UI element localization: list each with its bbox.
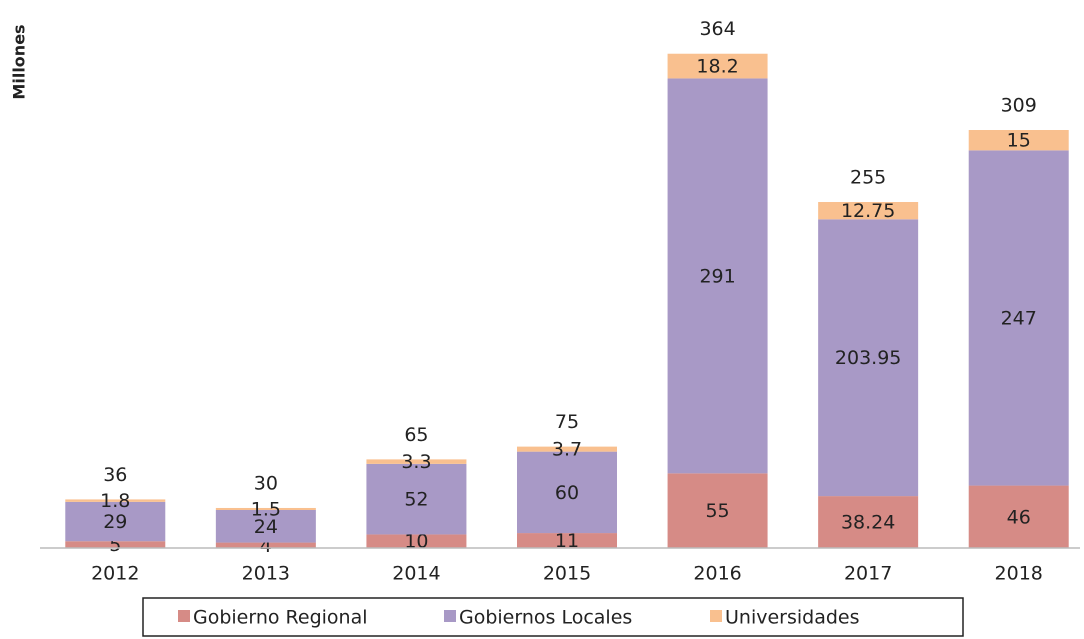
value-label: 247 (1001, 307, 1037, 329)
x-tick-label: 2016 (693, 563, 741, 585)
bar-segment (65, 541, 166, 548)
total-label: 30 (254, 472, 278, 494)
value-label: 3.3 (401, 451, 431, 473)
bar-segment (366, 534, 467, 548)
value-label: 12.75 (841, 200, 895, 222)
bar-segment (65, 499, 166, 502)
legend-swatch (710, 610, 722, 622)
value-label: 55 (705, 500, 729, 522)
value-label: 18.2 (696, 56, 738, 78)
bar-segment (667, 473, 768, 548)
x-tick-label: 2017 (844, 563, 892, 585)
total-label: 75 (555, 411, 579, 433)
legend-swatch (178, 610, 190, 622)
x-tick-label: 2013 (242, 563, 290, 585)
value-label: 1.8 (100, 490, 130, 512)
total-label: 36 (103, 464, 127, 486)
value-label: 60 (555, 482, 579, 504)
bar-segment (818, 496, 919, 548)
bar-segment (968, 485, 1069, 548)
bar-segment (818, 219, 919, 497)
bar-segment (65, 501, 166, 542)
value-label: 3.7 (552, 439, 582, 461)
bar-segment (366, 459, 467, 464)
value-label: 291 (699, 265, 735, 287)
bar-segment (517, 446, 617, 452)
value-label: 10 (404, 531, 428, 553)
bar-segment (215, 507, 316, 510)
bar-segment (667, 53, 768, 79)
bar-segment (968, 150, 1069, 486)
total-label: 255 (850, 167, 886, 189)
legend-label: Universidades (725, 607, 860, 629)
value-label: 15 (1007, 130, 1031, 152)
legend-swatch (444, 610, 456, 622)
bar-segment (215, 542, 316, 548)
value-label: 1.5 (251, 498, 281, 520)
legend-label: Gobiernos Locales (459, 607, 632, 629)
bar-segment (818, 202, 919, 220)
total-label: 65 (404, 424, 428, 446)
x-tick-label: 2018 (995, 563, 1043, 585)
x-tick-label: 2014 (392, 563, 440, 585)
value-label: 24 (254, 516, 278, 538)
total-label: 309 (1001, 95, 1037, 117)
y-axis-label: Millones (10, 24, 29, 99)
legend-box (142, 597, 964, 637)
bar-segment (968, 130, 1069, 151)
total-label: 364 (699, 18, 735, 40)
value-label: 29 (103, 511, 127, 533)
value-label: 52 (404, 489, 428, 511)
bar-segment (517, 451, 617, 534)
legend-label: Gobierno Regional (193, 607, 368, 629)
bar-segment (517, 533, 617, 548)
value-label: 38.24 (841, 512, 895, 534)
value-label: 46 (1007, 506, 1031, 528)
x-tick-label: 2012 (91, 563, 139, 585)
bar-segment (215, 510, 316, 543)
value-label: 203.95 (835, 347, 901, 369)
bar-segment (366, 463, 467, 535)
bar-segment (667, 78, 768, 474)
value-label: 11 (555, 530, 579, 552)
x-tick-label: 2015 (543, 563, 591, 585)
